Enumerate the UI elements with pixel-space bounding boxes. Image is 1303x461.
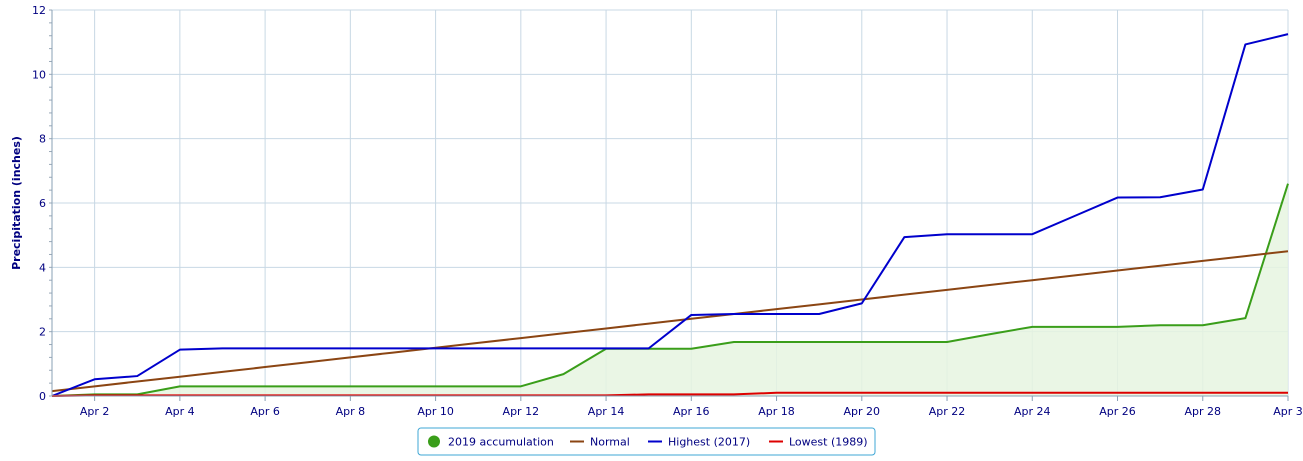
x-tick-label: Apr 26 xyxy=(1099,405,1136,418)
x-tick-label: Apr 20 xyxy=(844,405,881,418)
y-axis-title: Precipitation (inches) xyxy=(10,136,23,270)
legend-label: Lowest (1989) xyxy=(789,436,868,449)
x-tick-label: Apr 10 xyxy=(417,405,454,418)
series-line-3 xyxy=(51,391,1288,397)
x-tick-label: Apr 18 xyxy=(758,405,795,418)
y-tick-label: 0 xyxy=(39,390,46,403)
series-layer xyxy=(51,33,1289,397)
x-tick-label: Apr 2 xyxy=(80,405,110,418)
x-tick-label: Apr 4 xyxy=(165,405,195,418)
x-tick-label: Apr 8 xyxy=(336,405,366,418)
legend-item[interactable]: Normal xyxy=(570,436,630,449)
series-line-0 xyxy=(51,183,1289,397)
y-tick-label: 4 xyxy=(39,261,46,274)
x-tick-label: Apr 28 xyxy=(1184,405,1221,418)
legend[interactable]: 2019 accumulation Normal Highest (2017) Low… xyxy=(417,427,876,456)
legend-box xyxy=(417,427,876,456)
x-tick-label: Apr 24 xyxy=(1014,405,1051,418)
y-tick-label: 2 xyxy=(39,326,46,339)
y-tick-label: 10 xyxy=(32,68,46,81)
legend-label: 2019 accumulation xyxy=(448,436,554,449)
axis-layer: 0 2 4 6 8 10 12 Apr 2 Apr 4 Apr 6 Apr 8 Apr 10 Apr 1… xyxy=(32,4,1303,418)
legend-marker-dot xyxy=(428,435,440,448)
series-area-0 xyxy=(52,183,1288,396)
y-tick-label: 12 xyxy=(32,4,46,17)
x-tick-label: Apr 14 xyxy=(588,405,625,418)
x-tick-label: Apr 22 xyxy=(929,405,966,418)
legend-item[interactable]: 2019 accumulation xyxy=(428,435,554,449)
x-tick-label: Apr 16 xyxy=(673,405,710,418)
series-line-2 xyxy=(51,33,1289,397)
legend-label: Normal xyxy=(590,436,630,449)
y-tick-label: 6 xyxy=(39,197,46,210)
series-line-1 xyxy=(51,250,1289,393)
x-tick-label: Apr 3 xyxy=(1273,405,1303,418)
legend-label: Highest (2017) xyxy=(668,436,750,449)
x-tick-label: Apr 6 xyxy=(250,405,280,418)
x-tick-label: Apr 12 xyxy=(503,405,540,418)
legend-item[interactable]: Lowest (1989) xyxy=(769,436,868,449)
legend-item[interactable]: Highest (2017) xyxy=(648,436,750,449)
y-tick-label: 8 xyxy=(39,133,46,146)
